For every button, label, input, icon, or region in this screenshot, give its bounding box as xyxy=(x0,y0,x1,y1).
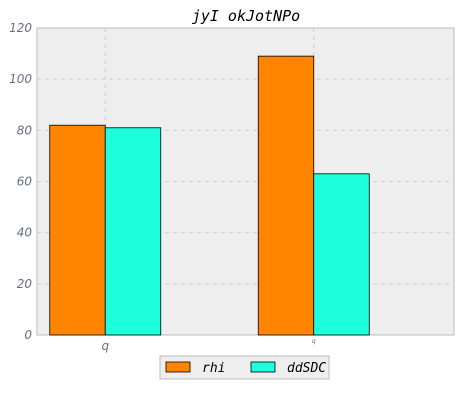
bars-group xyxy=(49,55,370,336)
x-tick-label: q xyxy=(101,339,109,353)
y-tick-label: 80 xyxy=(17,123,33,137)
chart-title: jyI okJotNPo xyxy=(192,7,300,25)
y-tick-label: 20 xyxy=(17,277,33,291)
y-axis-ticks: 0 20 40 60 80 100 120 xyxy=(9,21,32,342)
x-tick-label: q xyxy=(312,338,316,345)
y-tick-label: 40 xyxy=(17,226,33,240)
legend-label-ddsdc: ddSDC xyxy=(287,361,326,376)
legend: rhi ddSDC xyxy=(159,355,330,380)
legend-label-rhi: rhi xyxy=(202,361,225,376)
y-tick-label: 60 xyxy=(17,175,33,189)
bar-ddsdc-1 xyxy=(313,173,370,336)
y-tick-label: 0 xyxy=(24,328,32,342)
bar-ddsdc-0 xyxy=(104,127,162,336)
legend-swatch-ddsdc xyxy=(250,361,276,373)
legend-swatch-rhi xyxy=(165,361,191,373)
legend-box xyxy=(159,355,330,380)
y-tick-label: 100 xyxy=(9,72,32,86)
bar-rhi-0 xyxy=(49,124,106,336)
y-tick-label: 120 xyxy=(9,21,32,35)
bar-rhi-1 xyxy=(257,55,315,336)
